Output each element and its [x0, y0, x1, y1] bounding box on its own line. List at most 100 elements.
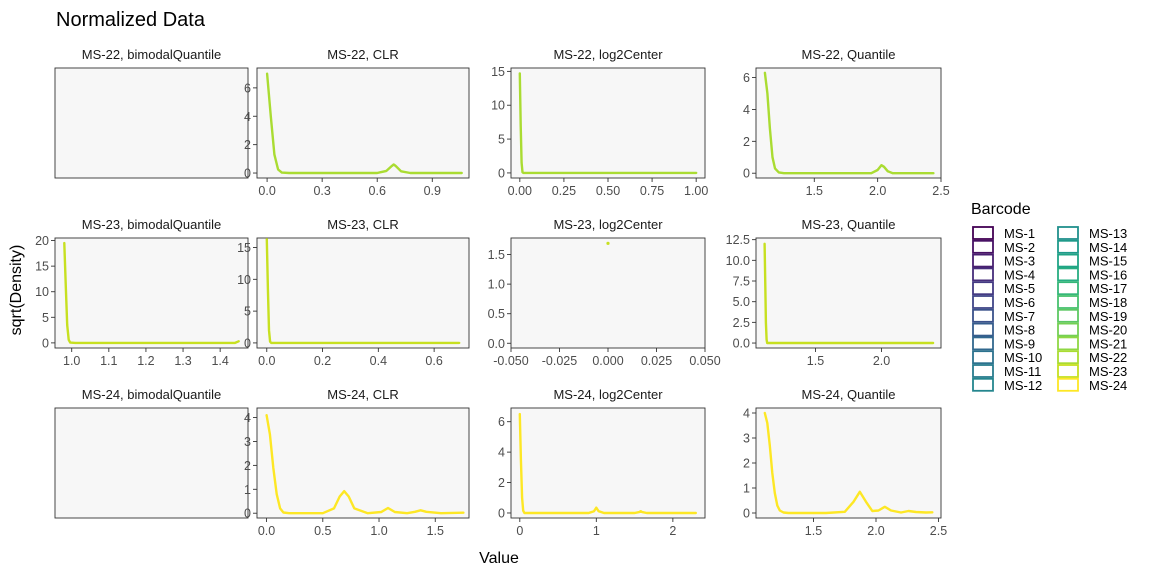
- legend-label: MS-16: [1089, 267, 1127, 282]
- legend-item: MS-9: [972, 336, 1035, 351]
- y-tick-label: 0: [743, 507, 750, 521]
- y-tick-label: 2.5: [733, 316, 750, 330]
- legend-label: MS-2: [1004, 240, 1035, 255]
- x-tick-label: 1: [593, 524, 600, 538]
- legend-key: [1057, 226, 1079, 240]
- legend-item: MS-8: [972, 323, 1035, 338]
- facet-strip-label: MS-23, bimodalQuantile: [82, 217, 221, 232]
- legend-key: [972, 295, 994, 309]
- legend-item: MS-15: [1057, 254, 1127, 269]
- panel-background: [256, 237, 470, 349]
- legend-item: MS-4: [972, 267, 1035, 282]
- facet-strip-label: MS-22, Quantile: [802, 47, 896, 62]
- y-tick-label: 6: [498, 415, 505, 429]
- facet-strip-label: MS-22, bimodalQuantile: [82, 47, 221, 62]
- facet-panel: MS-23, log2Center -0.050 -0.025 0.000 0.025 0…: [488, 217, 721, 368]
- panel-background: [755, 237, 942, 349]
- legend-title: Barcode: [971, 201, 1031, 218]
- panel-background: [54, 237, 249, 349]
- legend-key: [1057, 281, 1079, 296]
- legend-label: MS-7: [1004, 309, 1035, 324]
- density-line: [265, 414, 465, 515]
- legend-label: MS-23: [1089, 364, 1127, 379]
- x-tick-label: 1.0: [370, 524, 387, 538]
- facet-strip-label: MS-24, bimodalQuantile: [82, 387, 221, 402]
- legend-label: MS-20: [1089, 323, 1127, 338]
- legend-label: MS-17: [1089, 281, 1127, 296]
- facet-panel: MS-22, Quantile 1.5 2.0 2.5 0 2 4 6: [743, 47, 950, 198]
- y-tick-label: 4: [244, 110, 251, 124]
- x-tick-label: 1.4: [211, 354, 228, 368]
- x-tick-label: 0.025: [641, 354, 672, 368]
- y-tick-label: 5: [244, 305, 251, 319]
- y-tick-label: 2: [244, 138, 251, 152]
- y-tick-label: 2: [244, 459, 251, 473]
- panel-background: [256, 67, 470, 179]
- legend-key: [972, 281, 994, 296]
- x-tick-label: 0.75: [640, 184, 664, 198]
- x-axis-title: Value: [479, 550, 519, 567]
- y-tick-label: 5: [42, 311, 49, 325]
- legend-label: MS-4: [1004, 267, 1035, 282]
- y-tick-label: 10: [237, 273, 251, 287]
- legend-key: [1057, 377, 1079, 392]
- y-tick-label: 0: [42, 336, 49, 350]
- facet-panel: MS-24, bimodalQuantile: [54, 387, 249, 519]
- panels-layer: MS-22, bimodalQuantile MS-22, CLR 0.0 0.3 0.…: [35, 47, 950, 538]
- facet-panel: MS-23, bimodalQuantile 1.0 1.1 1.2 1.3 1.4 0 5 1…: [35, 217, 249, 368]
- legend-label: MS-14: [1089, 240, 1127, 255]
- legend: Barcode MS-1MS-2MS-3MS-4MS-5MS-6MS-7MS-8…: [971, 201, 1127, 393]
- x-tick-label: 1.2: [137, 354, 154, 368]
- y-tick-label: 1.5: [488, 248, 505, 262]
- y-tick-label: 3: [743, 432, 750, 446]
- x-tick-label: 0: [516, 524, 523, 538]
- legend-key: [1057, 308, 1079, 323]
- panel-background: [755, 67, 942, 179]
- y-tick-label: 1.0: [488, 278, 505, 292]
- x-tick-label: 1.5: [807, 354, 824, 368]
- x-tick-label: 1.5: [806, 184, 823, 198]
- x-tick-label: 0.9: [424, 184, 441, 198]
- x-tick-label: 0.0: [258, 184, 275, 198]
- density-line: [763, 71, 935, 175]
- density-line: [265, 238, 461, 345]
- x-tick-label: 0.050: [689, 354, 720, 368]
- y-tick-label: 15: [35, 260, 49, 274]
- y-tick-label: 7.5: [733, 275, 750, 289]
- x-tick-label: 2.5: [932, 184, 949, 198]
- facet-strip-label: MS-23, Quantile: [802, 217, 896, 232]
- legend-key: [972, 226, 994, 240]
- y-tick-label: 15: [491, 65, 505, 79]
- legend-item: MS-14: [1057, 240, 1127, 255]
- legend-key: [972, 267, 994, 282]
- panel-background: [510, 67, 706, 179]
- x-tick-label: 0.2: [314, 354, 331, 368]
- legend-key: [1057, 364, 1079, 378]
- legend-key: [972, 336, 994, 351]
- x-tick-label: 1.3: [174, 354, 191, 368]
- y-tick-label: 1: [743, 482, 750, 496]
- y-tick-label: 4: [498, 446, 505, 460]
- x-tick-label: 2.0: [869, 184, 886, 198]
- facet-strip-label: MS-22, CLR: [327, 47, 399, 62]
- y-tick-label: 10: [35, 285, 49, 299]
- legend-label: MS-11: [1004, 364, 1041, 379]
- legend-key: [1057, 350, 1079, 365]
- legend-key: [972, 239, 994, 254]
- legend-item: MS-18: [1057, 295, 1127, 310]
- x-tick-label: -0.050: [493, 354, 528, 368]
- y-tick-label: 0: [244, 336, 251, 350]
- y-tick-label: 4: [743, 103, 750, 117]
- legend-label: MS-13: [1089, 226, 1127, 241]
- legend-item: MS-19: [1057, 308, 1127, 324]
- density-line: [63, 241, 240, 345]
- facet-panel: MS-22, CLR 0.0 0.3 0.6 0.9 0 2 4 6: [244, 47, 470, 198]
- legend-label: MS-3: [1004, 254, 1035, 269]
- chart-title: Normalized Data: [56, 9, 206, 31]
- x-tick-label: 0.25: [552, 184, 576, 198]
- facet-strip-label: MS-23, CLR: [327, 217, 399, 232]
- legend-key: [1057, 267, 1079, 282]
- y-tick-label: 2: [498, 476, 505, 490]
- legend-label: MS-6: [1004, 295, 1035, 310]
- legend-label: MS-18: [1089, 295, 1127, 310]
